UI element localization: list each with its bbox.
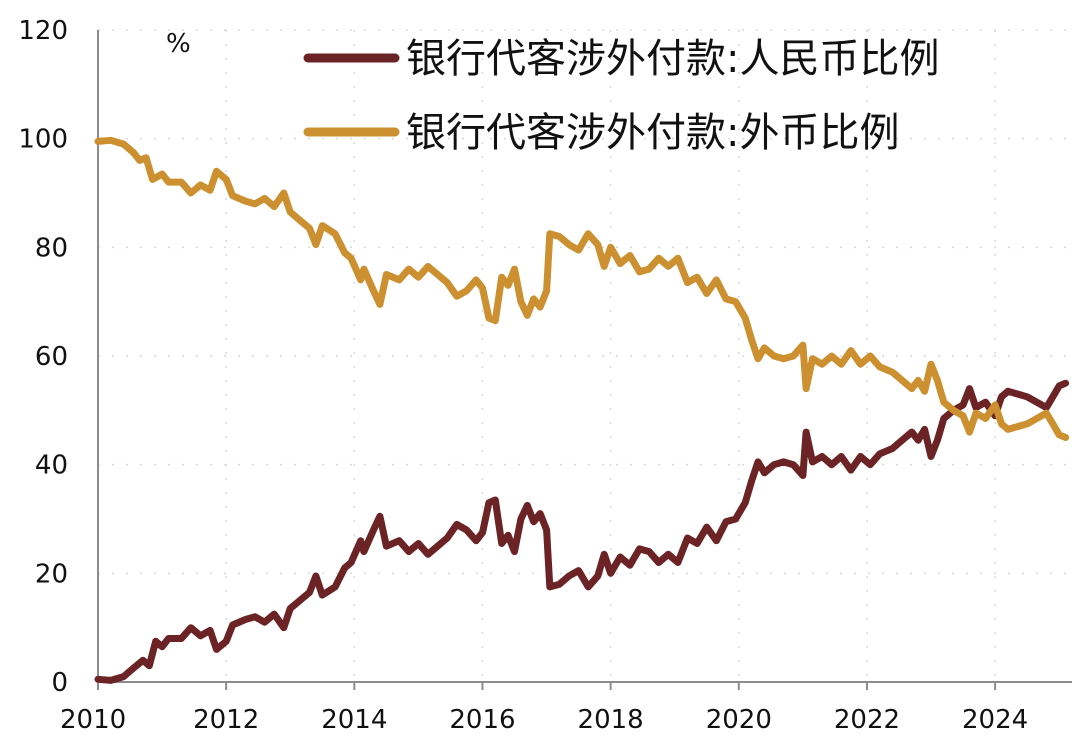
x-tick-label: 2024	[962, 705, 1028, 735]
y-tick-label: 60	[35, 342, 68, 372]
y-tick-label: 20	[35, 559, 68, 589]
y-tick-labels: 0 20 40 60 80 100 120	[18, 16, 68, 698]
y-tick-label: 40	[35, 451, 68, 481]
y-tick-label: 100	[18, 125, 68, 155]
gridlines	[97, 29, 1072, 690]
x-tick-label: 2020	[706, 705, 772, 735]
x-tick-label: 2022	[834, 705, 900, 735]
x-tick-label: 2016	[449, 705, 515, 735]
series-line-2	[94, 136, 1070, 441]
legend-label-1: 银行代客涉外付款:人民币比例	[406, 36, 939, 82]
x-tick-label: 2010	[60, 705, 126, 735]
x-tick-label: 2018	[578, 705, 644, 735]
y-unit-label: %	[166, 29, 191, 59]
x-tick-labels: 2010 2012 2014 2016 2018 2020 2022 2024	[60, 705, 1028, 735]
y-tick-label: 0	[51, 668, 68, 698]
legend-label-2: 银行代客涉外付款:外币比例	[406, 110, 899, 156]
series-line-1	[94, 379, 1070, 684]
series-lines	[94, 136, 1070, 684]
y-tick-label: 120	[18, 16, 68, 46]
y-tick-label: 80	[35, 233, 68, 263]
x-tick-label: 2012	[193, 705, 259, 735]
x-tick-label: 2014	[321, 705, 387, 735]
